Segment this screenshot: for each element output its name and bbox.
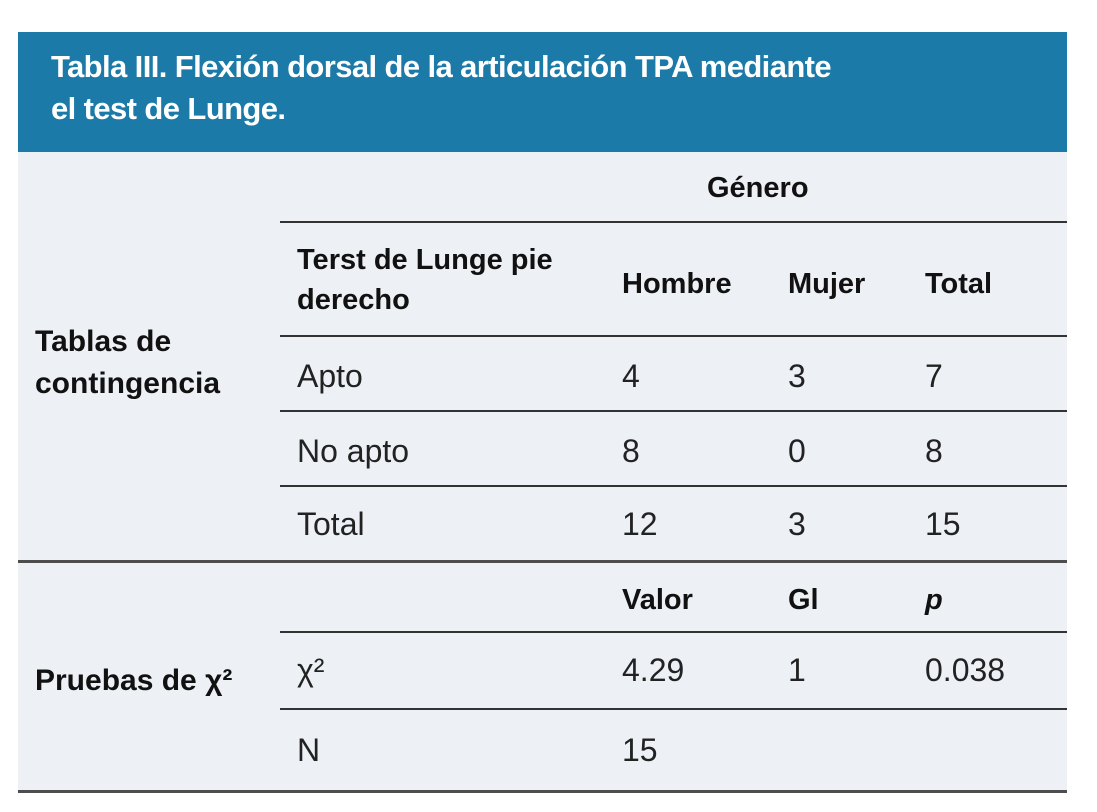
column-header-p: p [925,584,943,616]
rule-under-column-headers [280,335,1067,337]
row-total-total-value: 15 [925,506,961,542]
row-total-mujer-value: 3 [788,506,806,542]
table-title-line2: el test de Lunge. [51,91,286,126]
row-n-valor-value: 15 [622,732,658,768]
row-apto-label: Apto [297,358,363,394]
row-n-label: N [297,732,321,768]
row-apto-hombre-value: 4 [622,358,640,394]
row-noapto-total-value: 8 [925,433,943,469]
rule-under-genero [280,221,1067,223]
row-chi-label: χ² [297,652,325,688]
table-body-background [18,152,1067,793]
column-header-total: Total [925,268,993,300]
section-divider-rule [18,560,1067,563]
row-total-hombre-value: 12 [622,506,658,542]
column-header-valor: Valor [622,584,693,616]
row-chi-p-value: 0.038 [925,652,1006,688]
column-header-gl: Gl [788,584,819,616]
row-apto-mujer-value: 3 [788,358,806,394]
row-chi-valor-value: 4.29 [622,652,685,688]
row-chi-gl-value: 1 [788,652,806,688]
rule-under-stat-headers [280,631,1067,633]
rule-under-apto [280,410,1067,412]
row-header-test-lunge: Terst de Lunge pie derecho [297,240,553,320]
row-apto-total-value: 7 [925,358,943,394]
table-title-bar: Tabla III. Flexión dorsal de la articula… [18,32,1067,152]
row-noapto-mujer-value: 0 [788,433,806,469]
column-header-mujer: Mujer [788,268,866,300]
section-label-pruebas-chi: Pruebas de χ² [35,664,233,697]
row-total-label: Total [297,506,365,542]
rule-under-noapto [280,485,1067,487]
row-noapto-hombre-value: 8 [622,433,640,469]
section-label-line1: Tablas de [35,325,172,358]
group-header-genero: Género [707,172,809,204]
section-label-line2: contingencia [35,367,221,400]
table-title-line1: Tabla III. Flexión dorsal de la articula… [51,49,832,84]
bottom-rule [18,790,1067,793]
column-header-hombre: Hombre [622,268,732,300]
row-noapto-label: No apto [297,433,410,469]
rule-under-chi [280,708,1067,710]
row-header-line2: derecho [297,284,410,316]
row-header-line1: Terst de Lunge pie [297,244,553,276]
section-label-contingencia: Tablas de contingencia [35,321,220,405]
